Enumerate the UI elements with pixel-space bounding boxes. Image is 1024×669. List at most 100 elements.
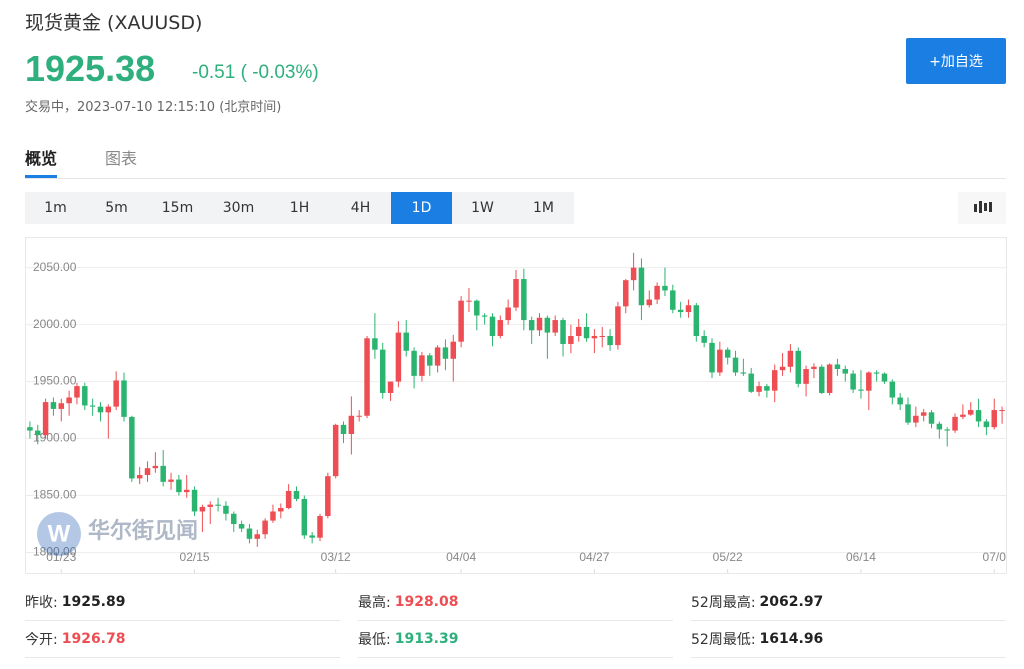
candle-body (411, 350, 417, 376)
candle-body (442, 347, 449, 359)
candle-body (536, 317, 543, 331)
price: 1925.38 (25, 48, 156, 89)
candle-body (121, 380, 127, 417)
candle-body (928, 412, 935, 424)
candle-body (670, 290, 676, 310)
candle-body (693, 305, 700, 336)
stat-value: 2062.97 (759, 594, 824, 610)
candle-body (270, 511, 276, 521)
candle-body (842, 369, 849, 374)
chart-type-button[interactable] (958, 192, 1006, 224)
interval-button[interactable]: 30m (222, 200, 255, 216)
candle-body (913, 415, 919, 423)
candle-body (278, 508, 284, 512)
candle-body (552, 320, 558, 333)
x-tick-label: 04/27 (579, 550, 609, 564)
candle-body (317, 516, 323, 538)
candle-body (372, 338, 378, 350)
candle-body (568, 335, 574, 344)
candle-body (521, 279, 527, 321)
candle-body (826, 364, 833, 393)
candle-body (58, 403, 65, 409)
candle-body (434, 347, 441, 366)
candle-body (403, 332, 409, 351)
candle-body (505, 307, 511, 321)
divider (25, 178, 1006, 179)
candle-body (152, 465, 159, 469)
candle-body (528, 320, 535, 331)
candle-body (356, 415, 362, 417)
x-tick-label: 02/15 (180, 550, 210, 564)
y-tick-label: 1950.00 (33, 374, 77, 388)
candle-body (183, 489, 190, 493)
candle-body (991, 410, 997, 428)
candle-body (654, 285, 660, 300)
candle-body (419, 355, 425, 376)
candle-body (638, 267, 645, 306)
x-tick-label: 06/14 (846, 550, 876, 564)
interval-button[interactable]: 5m (105, 200, 128, 216)
candle-body (191, 489, 198, 512)
interval-button[interactable]: 1W (471, 200, 494, 216)
stat-label: 最低: (358, 632, 391, 648)
watermark: 华尔街见闻 (88, 518, 198, 543)
candle-body (74, 386, 80, 398)
y-tick-label: 2000.00 (33, 317, 77, 331)
interval-button[interactable]: 1M (533, 200, 554, 216)
add-watchlist-button[interactable]: +加自选 (906, 38, 1006, 84)
candle-body (176, 479, 182, 493)
candle-body (575, 326, 582, 336)
candle-body (819, 366, 825, 393)
candle-body (50, 402, 57, 409)
interval-button[interactable]: 1D (391, 192, 452, 224)
stat: 最高: 1928.08 (358, 584, 673, 621)
stat-label: 52周最低: (691, 632, 756, 648)
stat-value: 1913.39 (394, 631, 459, 647)
candle-body (803, 369, 809, 384)
stat-label: 52周最高: (691, 595, 756, 611)
stat-label: 今开: (25, 632, 58, 648)
candle-body (967, 410, 974, 415)
candle-body (458, 300, 464, 342)
x-tick-label: 04/04 (446, 550, 476, 564)
candle-body (591, 335, 598, 339)
interval-button[interactable]: 15m (161, 200, 194, 216)
interval-button[interactable]: 4H (350, 200, 371, 216)
candle-body (97, 406, 104, 413)
candle-body (795, 350, 801, 384)
candle-body (105, 406, 112, 413)
stat-label: 昨收: (25, 595, 58, 611)
candle-body (489, 316, 496, 336)
candle-body (474, 300, 480, 316)
y-tick-label: 1800.00 (33, 545, 77, 559)
candle-body (873, 372, 880, 374)
candle-body (309, 535, 315, 538)
stat: 最低: 1913.39 (358, 621, 673, 658)
candle-body (82, 386, 88, 406)
interval-button[interactable]: 1H (289, 200, 310, 216)
x-tick-label: 03/12 (321, 550, 351, 564)
watermark-logo: W (37, 512, 81, 556)
interval-bar: 1m 5m 15m 30m 1H 4H 1D 1W 1M (25, 192, 574, 224)
interval-button[interactable]: 1m (44, 200, 67, 216)
candle-body (999, 410, 1005, 412)
candle-body (450, 341, 457, 359)
stat: 今开: 1926.78 (25, 621, 340, 658)
candle-body (834, 364, 841, 370)
tab[interactable]: 概览 (25, 145, 58, 178)
price-change: -0.51 ( -0.03%) (192, 62, 319, 83)
candle-body (427, 355, 433, 366)
candle-body (340, 424, 347, 434)
stat: 昨收: 1925.89 (25, 584, 340, 621)
candle-body (983, 421, 990, 428)
stat-label: 最高: (358, 595, 391, 611)
candle-body (724, 349, 731, 358)
candle-body (238, 524, 245, 529)
candle-body (364, 338, 370, 416)
candle-body (35, 430, 41, 436)
candlestick-chart: 1800.001850.001900.001950.002000.002050.… (25, 237, 1007, 574)
x-tick-label: 05/22 (713, 550, 743, 564)
tab[interactable]: 图表 (105, 149, 138, 168)
candle-body (630, 267, 637, 281)
candle-body (920, 412, 927, 416)
